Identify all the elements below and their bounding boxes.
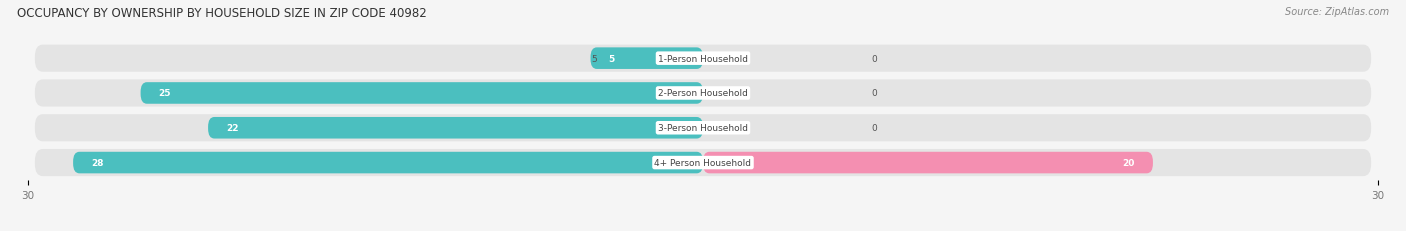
- Text: 2-Person Household: 2-Person Household: [658, 89, 748, 98]
- Text: 0: 0: [872, 55, 877, 63]
- FancyBboxPatch shape: [703, 152, 1153, 174]
- FancyBboxPatch shape: [73, 152, 703, 174]
- Text: Source: ZipAtlas.com: Source: ZipAtlas.com: [1285, 7, 1389, 17]
- Text: 3-Person Household: 3-Person Household: [658, 124, 748, 133]
- FancyBboxPatch shape: [591, 48, 703, 70]
- Text: 25: 25: [159, 89, 172, 98]
- Text: 1-Person Household: 1-Person Household: [658, 55, 748, 63]
- Text: 5: 5: [592, 55, 598, 63]
- FancyBboxPatch shape: [208, 118, 703, 139]
- Text: 22: 22: [226, 124, 239, 133]
- Text: OCCUPANCY BY OWNERSHIP BY HOUSEHOLD SIZE IN ZIP CODE 40982: OCCUPANCY BY OWNERSHIP BY HOUSEHOLD SIZE…: [17, 7, 426, 20]
- Text: 0: 0: [872, 124, 877, 133]
- Text: 28: 28: [91, 158, 104, 167]
- Text: 20: 20: [1122, 158, 1135, 167]
- FancyBboxPatch shape: [141, 83, 703, 104]
- Text: 5: 5: [609, 55, 614, 63]
- FancyBboxPatch shape: [35, 149, 1371, 176]
- FancyBboxPatch shape: [35, 80, 1371, 107]
- Text: 4+ Person Household: 4+ Person Household: [655, 158, 751, 167]
- FancyBboxPatch shape: [35, 46, 1371, 73]
- Text: 0: 0: [872, 89, 877, 98]
- FancyBboxPatch shape: [35, 115, 1371, 142]
